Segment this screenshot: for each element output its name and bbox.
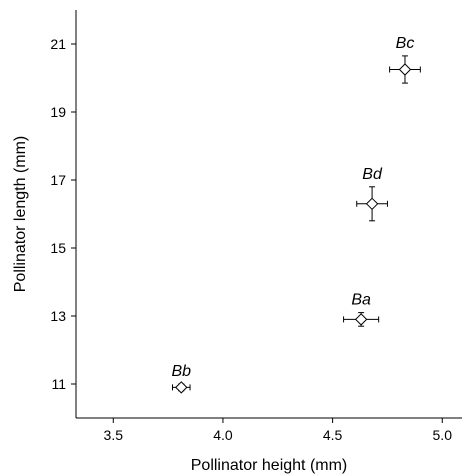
x-tick-label: 3.5 <box>104 427 124 443</box>
y-tick-label: 13 <box>50 308 66 324</box>
diamond-marker <box>175 381 188 394</box>
y-axis-title: Pollinator length (mm) <box>12 136 29 293</box>
data-point-ba: Ba <box>343 292 380 327</box>
x-tick-label: 5.0 <box>433 427 453 443</box>
x-tick-label: 4.0 <box>213 427 233 443</box>
diamond-marker <box>354 313 368 326</box>
y-tick-label: 21 <box>50 36 66 52</box>
data-point-bd: Bd <box>356 166 388 222</box>
x-axis-ticks: 3.5 4.0 4.5 5.0 <box>104 418 453 443</box>
data-point-bb: Bb <box>171 363 191 394</box>
diamond-marker <box>365 197 379 211</box>
point-label: Bc <box>396 35 415 52</box>
y-tick-label: 11 <box>51 376 66 392</box>
point-label: Bd <box>362 166 383 183</box>
x-tick-label: 4.5 <box>323 427 343 443</box>
point-label: Bb <box>171 363 191 380</box>
y-tick-label: 19 <box>50 104 66 120</box>
diamond-marker <box>398 63 412 76</box>
data-points: Bb Ba Bd Bc <box>171 35 421 394</box>
y-tick-label: 17 <box>50 172 66 188</box>
x-axis-title: Pollinator height (mm) <box>191 457 348 474</box>
point-label: Ba <box>351 292 371 309</box>
data-point-bc: Bc <box>389 35 421 84</box>
y-tick-label: 15 <box>50 240 66 256</box>
y-axis-ticks: 11 13 15 17 19 21 <box>50 36 76 392</box>
